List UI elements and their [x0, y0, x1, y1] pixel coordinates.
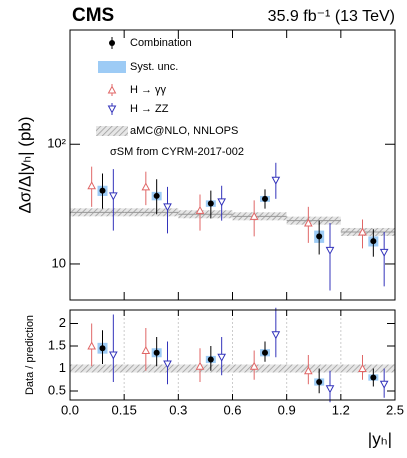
- x-tick-label: 0.15: [112, 402, 137, 417]
- data-point: [207, 356, 214, 363]
- data-point: [207, 200, 214, 207]
- data-point: [163, 360, 172, 369]
- data-point: [262, 349, 268, 356]
- data-point: [217, 353, 227, 362]
- data-point: [108, 351, 118, 360]
- data-point: [87, 181, 97, 190]
- data-point: [195, 361, 205, 370]
- x-axis-label: |yₕ|: [368, 429, 392, 448]
- data-point: [316, 379, 323, 385]
- data-point: [271, 176, 281, 185]
- data-point: [358, 227, 367, 236]
- data-point: [153, 349, 160, 356]
- legend-label: H → ZZ: [130, 103, 169, 115]
- data-point: [163, 203, 172, 212]
- legend-symbol: [107, 85, 117, 94]
- data-point: [370, 374, 377, 381]
- experiment: CMS: [72, 5, 114, 26]
- ratio-y-tick-label: 1: [59, 360, 66, 375]
- legend-label: H → γγ: [130, 84, 167, 96]
- ratio-y-tick-label: 2: [59, 315, 66, 330]
- y-tick-label: 10²: [47, 136, 66, 151]
- data-point: [262, 195, 268, 202]
- data-point: [370, 238, 377, 245]
- luminosity: 35.9 fb⁻¹ (13 TeV): [268, 8, 395, 25]
- legend: Combination Syst. unc. H → γγ H → ZZ aMC…: [130, 37, 238, 137]
- ratio-reference-band: [70, 364, 395, 373]
- x-tick-label: 2.5: [386, 402, 404, 417]
- x-tick-label: 1.2: [332, 402, 350, 417]
- ratio-y-label: Data / prediction: [24, 315, 36, 395]
- data-point: [379, 380, 389, 389]
- data-point: [325, 385, 335, 394]
- legend-symbol: [107, 105, 117, 114]
- data-point: [195, 205, 205, 214]
- legend-label: Syst. unc.: [130, 61, 178, 73]
- data-point: [303, 218, 313, 227]
- data-point: [141, 182, 151, 191]
- data-point: [358, 363, 367, 372]
- data-point: [153, 192, 160, 199]
- legend-label: aMC@NLO, NNLOPS: [130, 125, 238, 137]
- y-tick-label: 10: [52, 255, 66, 270]
- x-tick-label: 0.3: [169, 402, 187, 417]
- data-point: [249, 361, 259, 370]
- data-point: [316, 233, 323, 240]
- data-point: [99, 345, 106, 352]
- legend-symbol: [98, 61, 126, 73]
- legend-label: Combination: [130, 37, 192, 49]
- ratio-y-tick-label: 1.5: [48, 337, 66, 352]
- x-tick-label: 0.9: [278, 402, 296, 417]
- plot-frame: [69, 29, 396, 301]
- data-point: [303, 366, 313, 375]
- data-point: [325, 246, 335, 255]
- data-point: [217, 198, 227, 207]
- y-axis-label: Δσ/Δ|yₕ| (pb): [15, 116, 34, 213]
- note: σSM from CYRM-2017-002: [110, 146, 244, 158]
- x-tick-label: 0.0: [61, 402, 79, 417]
- x-tick-label: 0.6: [223, 402, 241, 417]
- data-point: [99, 187, 106, 194]
- ratio-frame: [69, 309, 396, 401]
- data-point: [87, 341, 97, 350]
- data-point: [379, 248, 389, 257]
- data-point: [271, 331, 281, 340]
- data-point: [141, 345, 151, 354]
- legend-symbol: [96, 126, 128, 136]
- data-point: [249, 211, 259, 220]
- data-point: [108, 192, 118, 201]
- legend-symbol: [109, 40, 115, 46]
- ratio-y-tick-label: 0.5: [48, 382, 66, 397]
